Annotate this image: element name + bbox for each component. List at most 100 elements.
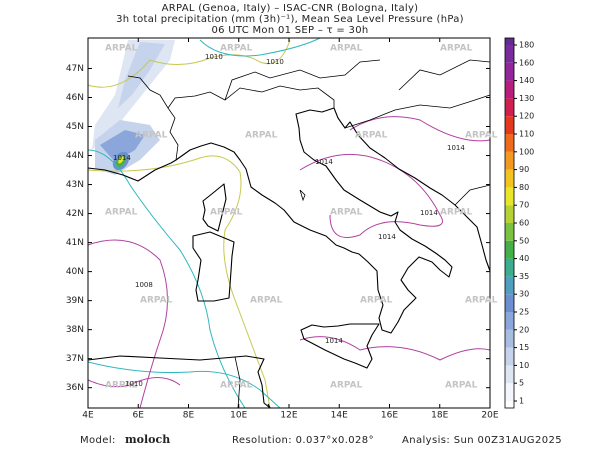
colorbar-label: 140 <box>519 76 534 85</box>
colorbar-segment <box>505 80 514 99</box>
colorbar-segment <box>505 383 514 401</box>
colorbar-label: 130 <box>519 94 534 103</box>
coastline <box>87 107 453 334</box>
footer-resolution: Resolution: 0.037°x0.028° <box>232 435 374 446</box>
coastline <box>202 183 227 232</box>
watermark: ARPAL <box>440 44 473 54</box>
colorbar-segment <box>505 116 514 134</box>
colorbar-segment <box>505 240 514 259</box>
watermark: ARPAL <box>250 296 283 306</box>
colorbar-segment <box>505 38 514 45</box>
y-tick-label: 41N <box>66 238 84 248</box>
map-background <box>88 38 490 408</box>
isobar <box>87 155 271 409</box>
watermark: ARPAL <box>105 44 138 54</box>
watermark: ARPAL <box>140 296 173 306</box>
isobar-label: 1014 <box>113 154 131 162</box>
footer-label: Model: <box>80 435 116 446</box>
isobar <box>349 116 491 142</box>
isobar-label: 1010 <box>266 58 284 66</box>
watermark: ARPAL <box>440 208 473 218</box>
colorbar-segment <box>505 205 514 223</box>
watermark: ARPAL <box>330 381 363 391</box>
colorbar-label: 50 <box>519 236 529 245</box>
x-tick-label: 6E <box>133 411 145 421</box>
watermark: ARPAL <box>135 131 168 141</box>
colorbar-label: 35 <box>519 272 529 281</box>
colorbar-label: 160 <box>519 58 534 67</box>
colorbar-segment <box>505 151 514 170</box>
colorbar-segment <box>505 223 514 241</box>
colorbar-label: 100 <box>519 147 534 156</box>
watermark: ARPAL <box>210 208 243 218</box>
border <box>454 184 491 206</box>
colorbar-label: 20 <box>519 325 529 334</box>
y-tick-label: 45N <box>66 122 84 132</box>
coastlines <box>87 107 491 409</box>
watermark: ARPAL <box>105 381 138 391</box>
precip-area <box>118 156 124 164</box>
y-tick-label: 43N <box>66 180 84 190</box>
title-line: 3h total precipitation (mm (3h)⁻¹), Mean… <box>116 14 464 25</box>
isobar-label: 1014 <box>447 144 465 152</box>
isobar <box>299 153 443 238</box>
title-line: ARPAL (Genoa, Italy) – ISAC-CNR (Bologna… <box>162 3 419 14</box>
coastline <box>87 355 271 409</box>
isobar <box>87 239 168 409</box>
colorbar-label: 40 <box>519 254 529 263</box>
colorbar-label: 25 <box>519 308 529 317</box>
colorbar-segment <box>505 134 514 152</box>
colorbar-label: 110 <box>519 130 534 139</box>
watermark: ARPAL <box>445 381 478 391</box>
colorbar-label: 70 <box>519 201 529 210</box>
colorbar-label: 60 <box>519 219 529 228</box>
colorbar-segment <box>505 276 514 295</box>
colorbar-label: 1 <box>519 397 524 406</box>
border <box>167 85 335 161</box>
border <box>224 59 381 101</box>
border <box>344 94 491 129</box>
colorbar-segment <box>505 258 514 277</box>
watermark: ARPAL <box>220 381 253 391</box>
coastline <box>300 323 380 369</box>
isobar-label: 1010 <box>205 53 223 61</box>
watermark: ARPAL <box>330 208 363 218</box>
y-tick-label: 42N <box>66 209 84 219</box>
x-tick-label: 14E <box>331 411 348 421</box>
colorbar-label: 10 <box>519 361 529 370</box>
precip-area <box>118 42 165 108</box>
x-tick-label: 10E <box>230 411 247 421</box>
watermark: ARPAL <box>220 44 253 54</box>
x-tick-label: 4E <box>82 411 94 421</box>
isobar-label: 1014 <box>378 233 396 241</box>
watermark: ARPAL <box>245 131 278 141</box>
precipitation <box>92 40 175 175</box>
isobar <box>87 377 181 388</box>
colorbar-segment <box>505 169 514 188</box>
colorbar-segment <box>505 62 514 81</box>
colorbar-label: 30 <box>519 290 529 299</box>
watermark: ARPAL <box>465 131 498 141</box>
isobar-label: 1014 <box>315 158 333 166</box>
precip-area <box>100 130 145 162</box>
colorbar-label: 5 <box>519 379 524 388</box>
colorbar-label: 180 <box>519 41 534 50</box>
coastline <box>192 231 235 302</box>
y-tick-label: 44N <box>66 151 84 161</box>
isobar <box>87 149 246 409</box>
footer-model: moloch <box>125 433 170 446</box>
isobar <box>87 39 291 88</box>
watermark: ARPAL <box>355 131 388 141</box>
x-tick-label: 20E <box>481 411 498 421</box>
colorbar-label: 80 <box>519 183 529 192</box>
colorbar-segment <box>505 98 514 117</box>
coastline <box>267 403 271 409</box>
colorbar-segment <box>505 187 514 206</box>
colorbar-segment <box>505 329 514 348</box>
x-tick-label: 12E <box>280 411 297 421</box>
y-tick-label: 39N <box>66 296 84 306</box>
colorbar-segment <box>505 312 514 330</box>
x-tick-label: 8E <box>183 411 195 421</box>
